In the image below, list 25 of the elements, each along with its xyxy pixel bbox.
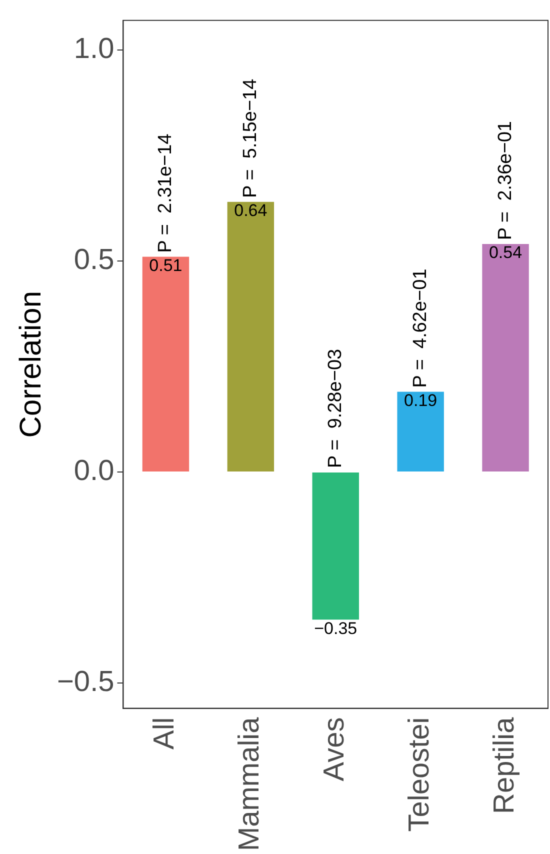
bar bbox=[397, 392, 444, 472]
annotation: P = 4.62e−01 bbox=[410, 268, 431, 388]
annotation: P = 2.31e−14 bbox=[154, 133, 176, 253]
bar bbox=[142, 256, 190, 472]
data-label: 0.51 bbox=[149, 256, 182, 275]
x-tick-label: Aves bbox=[318, 717, 351, 782]
data-label: 0.19 bbox=[404, 390, 438, 410]
annotation: P = 9.28e−03 bbox=[324, 348, 346, 468]
y-axis-title: Correlation bbox=[14, 290, 48, 438]
x-tick-label: Reptilia bbox=[488, 716, 521, 814]
bar bbox=[482, 244, 529, 472]
annotation: P = 5.15e−14 bbox=[240, 78, 261, 198]
x-tick-label: Mammalia bbox=[234, 716, 266, 852]
annotation: P = 2.36e−01 bbox=[494, 121, 516, 240]
x-tick-label: Teleostei bbox=[404, 717, 436, 832]
x-tick-label: All bbox=[148, 717, 181, 750]
y-tick-label: −0.5 bbox=[57, 666, 114, 698]
data-label: 0.64 bbox=[234, 201, 268, 220]
y-tick-label: 1.0 bbox=[74, 32, 114, 65]
y-tick-label: 0.0 bbox=[74, 454, 114, 487]
y-tick-label: 0.5 bbox=[74, 244, 114, 276]
data-label: 0.54 bbox=[488, 243, 522, 262]
data-label: −0.35 bbox=[314, 618, 358, 638]
bar bbox=[312, 472, 359, 620]
bar bbox=[227, 202, 274, 472]
